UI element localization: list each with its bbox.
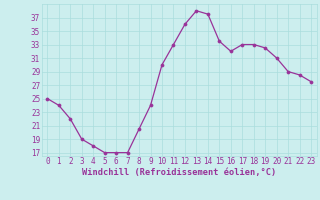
X-axis label: Windchill (Refroidissement éolien,°C): Windchill (Refroidissement éolien,°C): [82, 168, 276, 177]
